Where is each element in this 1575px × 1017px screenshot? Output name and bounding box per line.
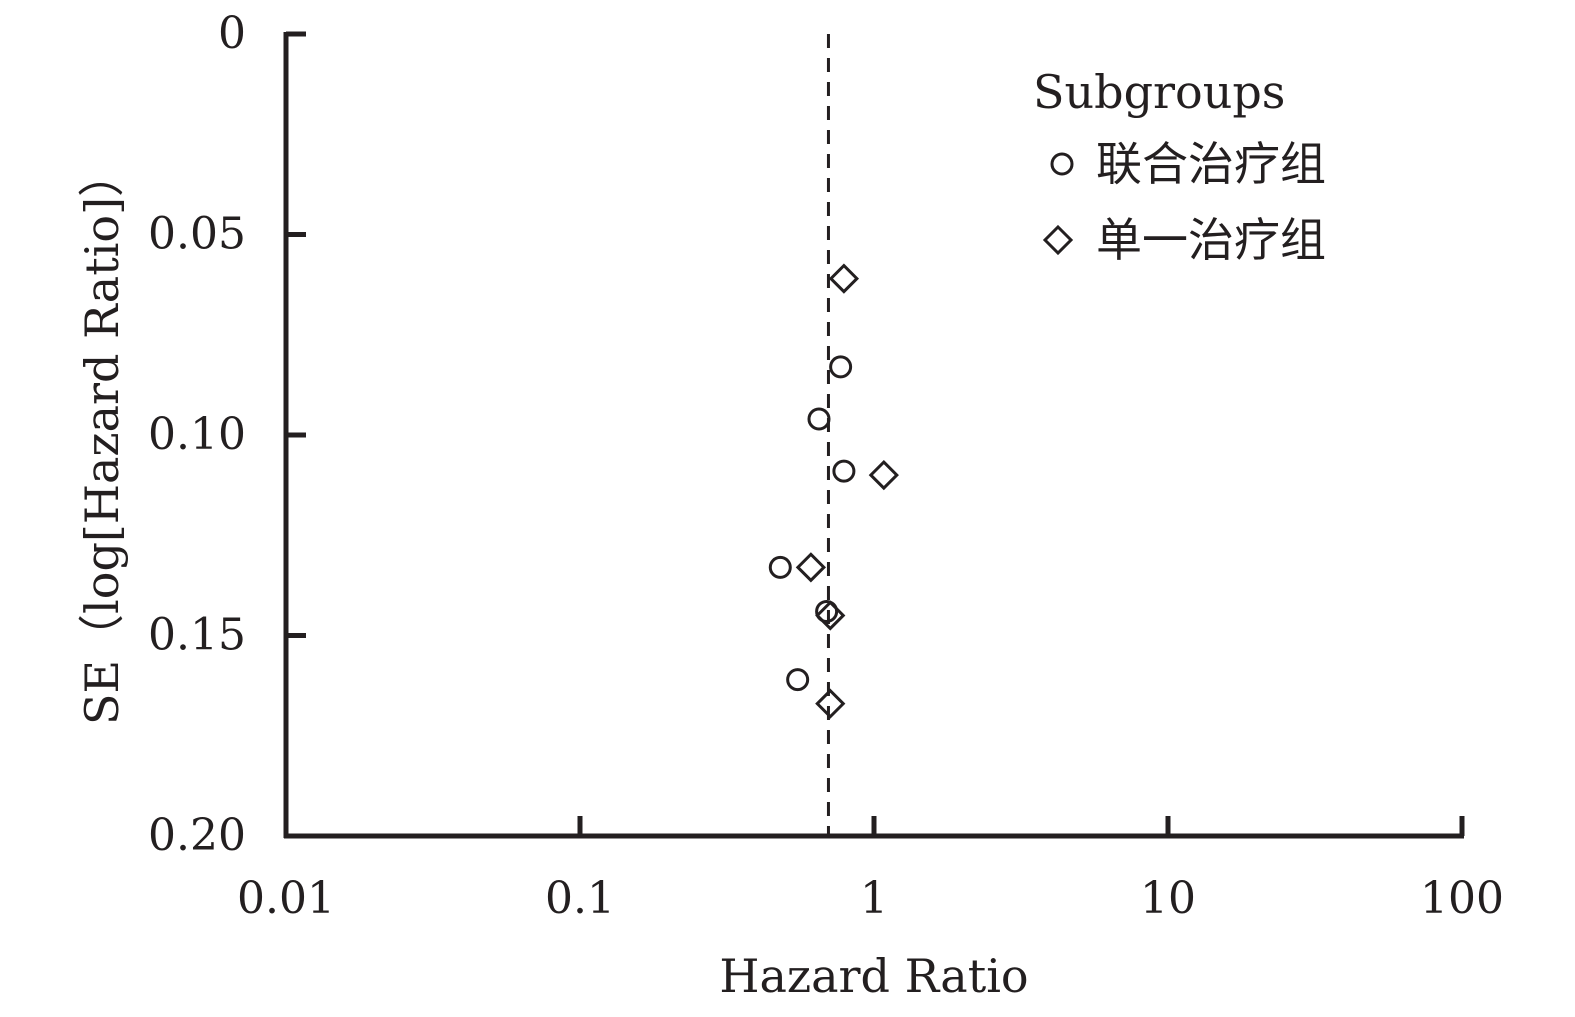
y-axis-title: SE（log[Hazard Ratio]） bbox=[75, 151, 129, 725]
x-tick-label: 100 bbox=[1420, 873, 1504, 924]
circle-point bbox=[832, 459, 856, 483]
x-axis-title: Hazard Ratio bbox=[719, 949, 1028, 1003]
circle-point bbox=[807, 407, 831, 431]
legend-circle-marker bbox=[1050, 152, 1074, 176]
x-tick-label: 10 bbox=[1140, 873, 1196, 924]
diamond-point bbox=[795, 552, 827, 583]
data-points bbox=[768, 263, 899, 719]
circle-point bbox=[829, 355, 853, 379]
x-tick-label: 1 bbox=[860, 873, 888, 924]
legend-label: 联合治疗组 bbox=[1096, 137, 1326, 191]
y-tick-label: 0.20 bbox=[148, 810, 246, 861]
y-tick-label: 0.15 bbox=[148, 610, 246, 661]
x-tick-label: 0.01 bbox=[237, 873, 335, 924]
diamond-point bbox=[868, 459, 899, 491]
circle-point bbox=[768, 555, 792, 579]
diamond-point bbox=[828, 263, 860, 294]
axes: 0 0.05 0.10 0.15 0.20 0.01 0.1 1 10 100 Hazard Rat… bbox=[75, 8, 1504, 1003]
y-tick-label: 0.05 bbox=[148, 209, 246, 260]
y-tick-label: 0.10 bbox=[148, 409, 246, 460]
diamond-point bbox=[815, 600, 846, 631]
y-tick-label: 0 bbox=[218, 8, 246, 59]
diamond-point bbox=[815, 688, 846, 719]
legend-diamond-marker bbox=[1042, 224, 1074, 256]
circle-point bbox=[815, 599, 839, 623]
circle-point bbox=[786, 668, 810, 692]
x-tick-label: 0.1 bbox=[545, 873, 615, 924]
legend-title: Subgroups bbox=[1033, 65, 1285, 119]
legend-label: 单一治疗组 bbox=[1096, 213, 1326, 267]
